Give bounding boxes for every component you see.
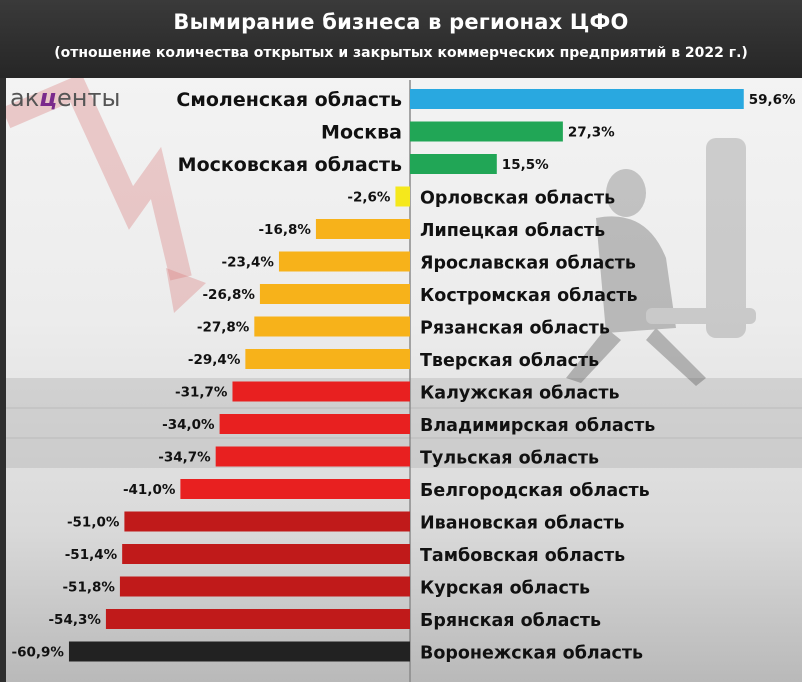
bar-chart: 59,6% 27,3% 15,5% -2,6% -16,8% -23,4% -26,8% -2… [12, 80, 797, 682]
bar-3 [410, 154, 497, 174]
value-label-6: -23,4% [222, 255, 275, 271]
value-label-3: 15,5% [502, 157, 549, 173]
bar-12 [215, 446, 410, 467]
category-label-13: Белгородская область [420, 481, 650, 501]
bar-5 [315, 219, 410, 239]
bar-10 [232, 381, 410, 402]
value-label-16: -51,8% [62, 580, 115, 596]
bar-15 [122, 544, 410, 564]
category-labels-group: Смоленская область Москва Московская облас… [176, 89, 655, 664]
decline-arrow-icon [6, 78, 192, 281]
header: Вымирание бизнеса в регионах ЦФО (отноше… [0, 0, 802, 78]
category-label-3: Московская область [178, 154, 402, 176]
value-label-18: -60,9% [12, 645, 65, 661]
logo-text-end: енты [57, 84, 121, 112]
chart-title: Вымирание бизнеса в регионах ЦФО [173, 10, 629, 34]
value-label-11: -34,0% [162, 417, 215, 433]
value-labels-group: 59,6% 27,3% 15,5% -2,6% -16,8% -23,4% -26,8% -2… [12, 92, 797, 661]
category-label-15: Тамбовская область [420, 546, 625, 566]
value-label-1: 59,6% [749, 92, 796, 108]
category-label-11: Владимирская область [420, 416, 655, 436]
category-label-2: Москва [321, 122, 402, 144]
category-label-4: Орловская область [420, 189, 615, 209]
category-label-5: Липецкая область [420, 221, 605, 241]
logo-text-mark: ц [39, 84, 57, 112]
bar-6 [278, 251, 410, 272]
value-label-14: -51,0% [67, 515, 120, 531]
logo-text-start: ак [10, 84, 40, 112]
category-label-7: Костромская область [420, 286, 638, 306]
category-label-10: Калужская область [420, 384, 620, 404]
category-label-9: Тверская область [420, 351, 599, 371]
bar-9 [245, 349, 410, 369]
bar-11 [219, 414, 410, 434]
value-label-7: -26,8% [202, 287, 255, 303]
bar-8 [254, 316, 410, 337]
category-label-1: Смоленская область [176, 89, 402, 111]
decline-arrow-head-icon [166, 268, 206, 313]
value-label-4: -2,6% [347, 190, 391, 206]
bar-17 [105, 609, 411, 629]
bar-14 [124, 511, 411, 532]
category-label-12: Тульская область [420, 449, 599, 469]
value-label-10: -31,7% [175, 385, 228, 401]
category-label-8: Рязанская область [420, 319, 610, 339]
bar-18 [68, 641, 411, 662]
bar-7 [259, 284, 410, 304]
bar-13 [180, 479, 410, 499]
category-label-17: Брянская область [420, 611, 601, 631]
wall-bricks [6, 407, 802, 439]
category-label-16: Курская область [420, 579, 590, 599]
bar-2 [410, 121, 563, 142]
value-label-13: -41,0% [123, 482, 176, 498]
category-label-14: Ивановская область [420, 514, 625, 534]
value-label-8: -27,8% [197, 320, 250, 336]
value-label-15: -51,4% [65, 547, 118, 563]
sitting-man-icon [566, 138, 756, 386]
value-label-12: -34,7% [158, 450, 211, 466]
bar-1 [410, 89, 744, 109]
bars-group [68, 89, 744, 662]
chart-subtitle: (отношение количества открытых и закрыты… [54, 45, 748, 61]
value-label-5: -16,8% [258, 222, 311, 238]
akcenty-logo: акценты [10, 84, 120, 112]
category-label-6: Ярославская область [420, 254, 636, 274]
category-label-18: Воронежская область [420, 644, 643, 664]
value-label-17: -54,3% [48, 612, 101, 628]
bar-4 [395, 186, 410, 207]
value-label-2: 27,3% [568, 125, 615, 141]
value-label-9: -29,4% [188, 352, 241, 368]
plot-area: 59,6% 27,3% 15,5% -2,6% -16,8% -23,4% -26,8% -2… [6, 78, 802, 682]
bar-16 [119, 576, 411, 597]
